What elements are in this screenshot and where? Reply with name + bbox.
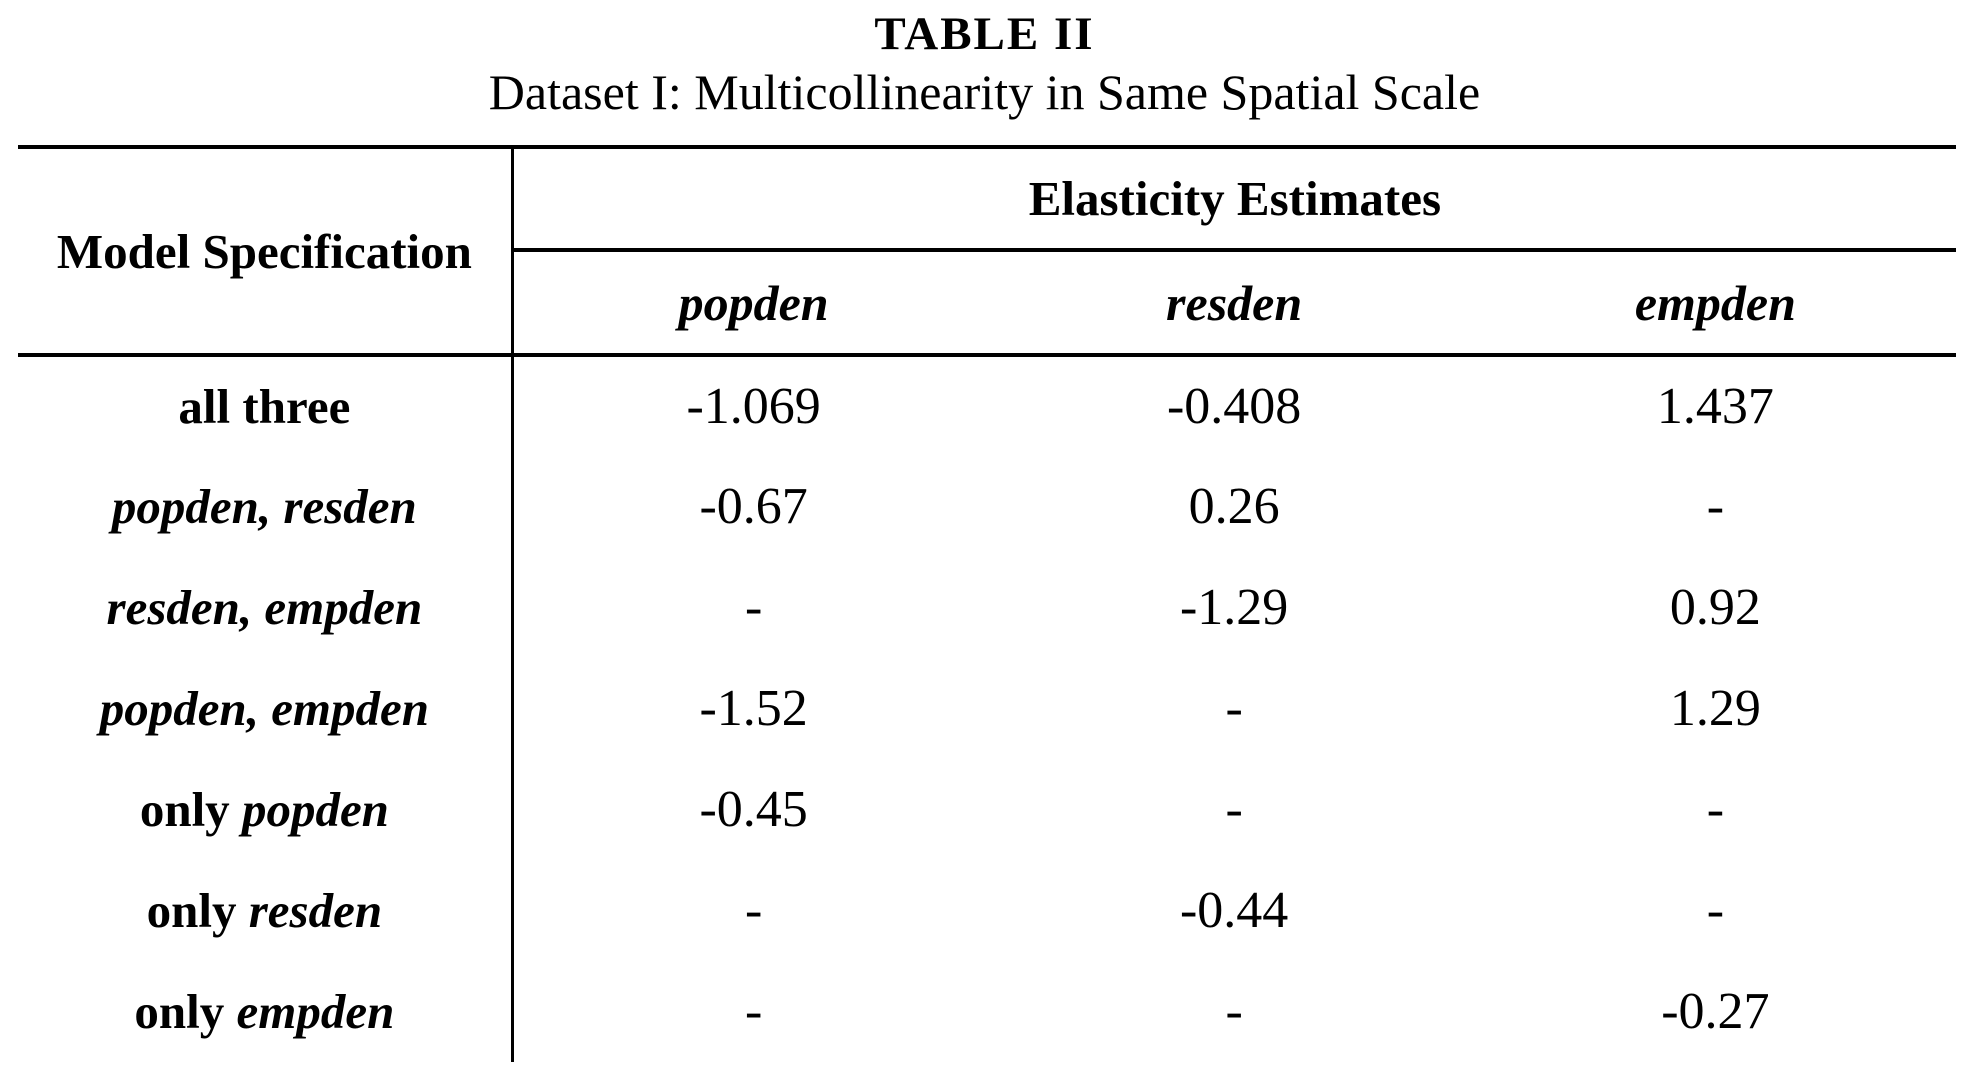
row-label: popden, empden	[18, 658, 514, 759]
row-label-text: all three	[178, 379, 351, 434]
table-row: all three -1.069 -0.408 1.437	[18, 355, 1956, 456]
value-cell: -	[1706, 478, 1725, 535]
table-body: all three -1.069 -0.408 1.437 popden, resden…	[18, 355, 1956, 1062]
row-label-variable: resden	[248, 883, 383, 938]
row-label: all three	[18, 355, 514, 456]
column-header-empden: empden	[1474, 250, 1956, 357]
value-cell: 1.29	[1669, 680, 1761, 737]
header-row-columns: popden resden empden	[18, 250, 1956, 357]
group-header-elasticity-estimates: Elasticity Estimates	[512, 145, 1956, 252]
row-label: only empden	[18, 961, 514, 1062]
header-row-group: Model Specification Elasticity Estimates	[18, 145, 1956, 357]
row-label-text: only	[134, 984, 237, 1039]
value-cell: -	[1706, 882, 1725, 939]
value-cell: 1.437	[1656, 378, 1774, 435]
row-label: only popden	[18, 759, 514, 860]
row-label: only resden	[18, 860, 514, 961]
row-label-variable: empden	[236, 984, 395, 1039]
row-label-variable: popden, empden	[99, 681, 430, 736]
table-title: Dataset I: Multicollinearity in Same Spa…	[488, 64, 1481, 120]
value-cell: -	[1706, 781, 1725, 838]
value-cell: -1.52	[699, 680, 808, 737]
row-label-text: only	[146, 883, 249, 938]
value-cell: -1.29	[1179, 579, 1289, 636]
value-cell: -0.67	[699, 478, 808, 535]
table-row: popden, empden -1.52 - 1.29	[18, 658, 1956, 759]
table-number: TABLE II	[874, 8, 1095, 60]
value-cell: -1.069	[686, 378, 821, 435]
value-cell: -0.44	[1179, 882, 1289, 939]
row-label: resden, empden	[18, 557, 514, 658]
row-label-variable: popden	[241, 782, 389, 837]
table-row: only empden - - -0.27	[18, 961, 1956, 1062]
value-cell: -	[744, 983, 763, 1040]
table-row: only popden -0.45 - -	[18, 759, 1956, 860]
row-label-text: only	[139, 782, 242, 837]
elasticity-table: Model Specification Elasticity Estimates…	[18, 145, 1956, 1062]
value-cell: -	[1225, 680, 1243, 737]
column-header-popden: popden	[512, 250, 994, 357]
row-label-variable: resden, empden	[106, 580, 423, 635]
value-cell: -0.27	[1661, 983, 1770, 1040]
row-label: popden, resden	[18, 456, 514, 557]
row-label-variable: popden, resden	[111, 479, 417, 534]
corner-header-model-specification: Model Specification	[18, 145, 514, 357]
table-row: only resden - -0.44 -	[18, 860, 1956, 961]
value-cell: -	[1225, 983, 1243, 1040]
value-cell: -0.45	[699, 781, 808, 838]
value-cell: -	[744, 882, 763, 939]
value-cell: 0.92	[1669, 579, 1761, 636]
value-cell: -	[1225, 781, 1243, 838]
column-header-resden: resden	[993, 250, 1475, 357]
table-row: resden, empden - -1.29 0.92	[18, 557, 1956, 658]
table-row: popden, resden -0.67 0.26 -	[18, 456, 1956, 557]
table-caption: TABLE II Dataset I: Multicollinearity in…	[0, 6, 1969, 122]
value-cell: 0.26	[1188, 478, 1280, 535]
value-cell: -	[744, 579, 763, 636]
value-cell: -0.408	[1166, 378, 1302, 435]
